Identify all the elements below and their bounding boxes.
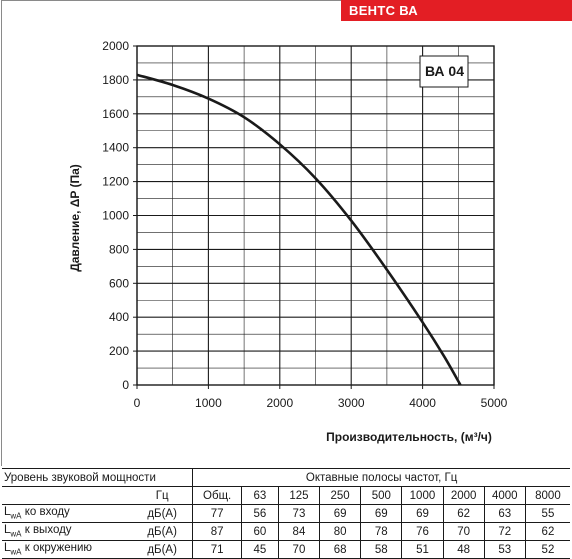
column-header: 4000 bbox=[483, 486, 526, 505]
column-header: 63 bbox=[241, 486, 279, 505]
table-cell: 68 bbox=[319, 540, 361, 559]
x-tick-label: 1000 bbox=[195, 396, 222, 410]
table-cell: 73 bbox=[277, 504, 320, 523]
frame-border-left bbox=[1, 0, 2, 466]
column-header: 125 bbox=[277, 486, 320, 505]
table-cell: 69 bbox=[401, 504, 444, 523]
y-tick-label: 800 bbox=[109, 242, 129, 256]
row-unit: дБ(А) bbox=[132, 522, 193, 541]
hz-label: Гц bbox=[132, 486, 193, 505]
table-cell: 84 bbox=[277, 522, 320, 541]
row-unit: дБ(А) bbox=[132, 504, 193, 523]
x-axis-title: Производительность, (м³/ч) bbox=[326, 430, 492, 444]
table-row: LwA ко входу дБ(А) 77 56 73 69 69 69 62 63 55 bbox=[2, 504, 570, 523]
table-cell: 62 bbox=[442, 504, 485, 523]
model-label-box bbox=[419, 55, 469, 88]
y-tick-labels: 0 200 400 600 800 1000 1200 1400 1600 1800 2000 bbox=[102, 39, 137, 392]
table-cell: 58 bbox=[360, 540, 402, 559]
table-cell: 72 bbox=[483, 522, 526, 541]
y-tick-label: 1200 bbox=[102, 175, 129, 189]
table-cell: 48 bbox=[442, 540, 485, 559]
y-tick-label: 1800 bbox=[102, 73, 129, 87]
y-axis-title: Давление, ΔP (Па) bbox=[68, 164, 82, 272]
table-cell: 52 bbox=[524, 540, 570, 559]
table-columns-row: Гц Общ. 63 125 250 500 1000 2000 4000 8000 bbox=[2, 486, 570, 505]
model-label: ВА 04 bbox=[425, 63, 464, 79]
y-tick-label: 1000 bbox=[102, 209, 129, 223]
row-label: LwA к выходу bbox=[2, 522, 133, 541]
table-cell: 77 bbox=[192, 504, 242, 523]
y-tick-label: 200 bbox=[109, 344, 129, 358]
row-unit: дБ(А) bbox=[132, 540, 193, 559]
table-cell: 60 bbox=[241, 522, 279, 541]
column-header: 500 bbox=[360, 486, 402, 505]
y-tick-label: 2000 bbox=[102, 39, 129, 53]
grid-lines bbox=[136, 45, 495, 386]
x-tick-label: 4000 bbox=[409, 396, 436, 410]
table-cell: 78 bbox=[360, 522, 402, 541]
table-row: LwA к окружению дБ(А) 71 45 70 68 58 51 48 53 52 bbox=[2, 540, 570, 559]
table-cell: 62 bbox=[524, 522, 570, 541]
x-tick-label: 5000 bbox=[481, 396, 508, 410]
table-cell: 63 bbox=[483, 504, 526, 523]
table-cell: 87 bbox=[192, 522, 242, 541]
brand-header: ВЕНТС ВА bbox=[341, 0, 572, 21]
table-cell: 56 bbox=[241, 504, 279, 523]
table-cell: 53 bbox=[483, 540, 526, 559]
y-tick-label: 400 bbox=[109, 310, 129, 324]
column-header: 8000 bbox=[524, 486, 570, 505]
table-cell: 45 bbox=[241, 540, 279, 559]
pressure-flow-chart: 0 200 400 600 800 1000 1200 1400 1600 1800 2000 0 1… bbox=[68, 39, 508, 444]
x-tick-label: 2000 bbox=[266, 396, 293, 410]
table-cell: 80 bbox=[319, 522, 361, 541]
y-tick-label: 1400 bbox=[102, 141, 129, 155]
x-tick-labels: 0 1000 2000 3000 4000 5000 bbox=[134, 385, 508, 410]
y-tick-label: 0 bbox=[122, 378, 129, 392]
x-tick-label: 0 bbox=[134, 396, 141, 410]
column-header: 1000 bbox=[401, 486, 444, 505]
performance-curve bbox=[136, 73, 462, 386]
table-cell: 69 bbox=[319, 504, 361, 523]
sound-power-table: Уровень звуковой мощности Октавные полос… bbox=[2, 468, 570, 559]
y-tick-label: 1600 bbox=[102, 107, 129, 121]
row-label: LwA ко входу bbox=[2, 504, 133, 523]
frame-border-top bbox=[1, 0, 341, 1]
table-cell: 70 bbox=[277, 540, 320, 559]
table-cell: 76 bbox=[401, 522, 444, 541]
table-cell: 55 bbox=[524, 504, 570, 523]
column-header: Общ. bbox=[192, 486, 242, 505]
table-header-row: Уровень звуковой мощности Октавные полос… bbox=[2, 468, 570, 487]
y-tick-label: 600 bbox=[109, 276, 129, 290]
x-tick-label: 3000 bbox=[338, 396, 365, 410]
table-cell: 51 bbox=[401, 540, 444, 559]
table-cell: 69 bbox=[360, 504, 402, 523]
row-label: LwA к окружению bbox=[2, 540, 133, 559]
octave-bands-title: Октавные полосы частот, Гц bbox=[192, 468, 570, 487]
table-cell: 70 bbox=[442, 522, 485, 541]
table-row: LwA к выходу дБ(А) 87 60 84 80 78 76 70 72 62 bbox=[2, 522, 570, 541]
column-header: 250 bbox=[319, 486, 361, 505]
header-empty-cell bbox=[2, 486, 133, 505]
table-title: Уровень звуковой мощности bbox=[2, 468, 193, 487]
table-cell: 71 bbox=[192, 540, 242, 559]
column-header: 2000 bbox=[442, 486, 485, 505]
